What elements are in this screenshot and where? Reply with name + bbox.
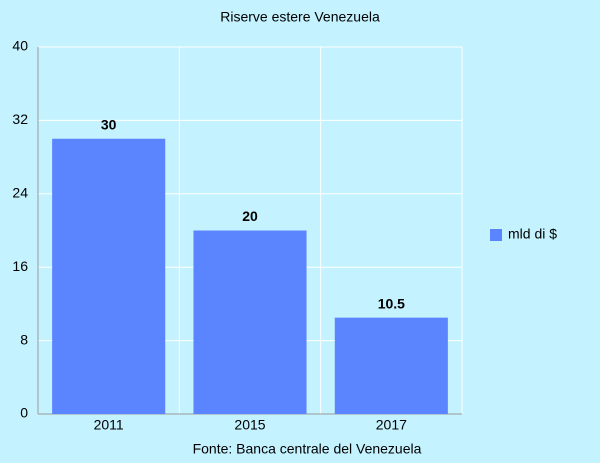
bar: [334, 317, 448, 414]
x-tick-label: 2017: [376, 417, 407, 433]
y-tick-label: 32: [12, 111, 28, 127]
x-tick-label: 2015: [234, 417, 265, 433]
bar: [52, 138, 166, 414]
bar: [193, 230, 307, 414]
x-tick-label: 2011: [94, 417, 124, 433]
y-tick-label: 0: [20, 405, 28, 421]
data-label: 10.5: [378, 295, 405, 311]
chart-title: Riserve estere Venezuela: [220, 9, 380, 25]
source-note: Fonte: Banca centrale del Venezuela: [193, 441, 422, 457]
legend-label: mld di $: [508, 226, 557, 242]
y-tick-label: 24: [12, 185, 28, 201]
y-tick-label: 8: [20, 331, 28, 347]
legend-swatch: [490, 229, 502, 241]
y-tick-label: 16: [12, 258, 28, 274]
y-tick-label: 40: [12, 38, 28, 54]
data-label: 30: [101, 116, 117, 132]
data-label: 20: [242, 208, 258, 224]
